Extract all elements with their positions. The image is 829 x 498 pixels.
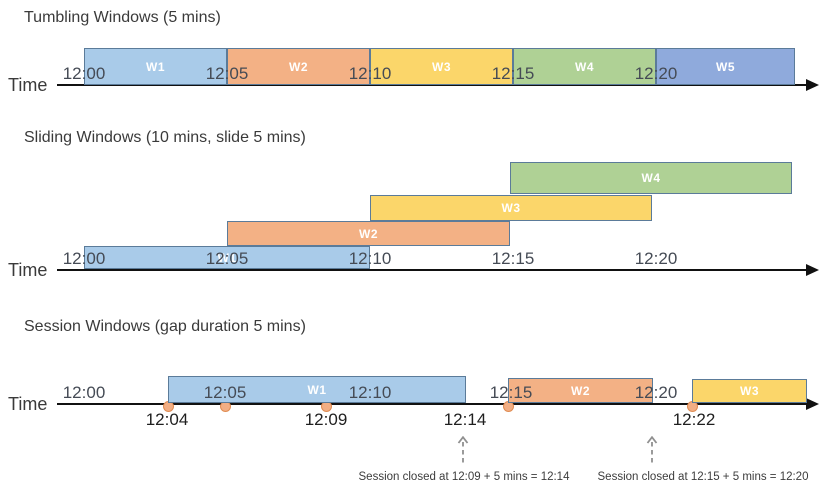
- session-tick-label: 12:05: [203, 383, 247, 402]
- session-window-label-w3: W3: [740, 384, 759, 398]
- session-tick-label: 12:20: [634, 383, 678, 402]
- session-window-w1: W1: [168, 376, 466, 403]
- sliding-window-label-w2: W2: [359, 226, 378, 241]
- session-tick-label: 12:00: [62, 383, 106, 402]
- sliding-window-label-w3: W3: [501, 201, 521, 215]
- tumbling-window-label-w3: W3: [432, 59, 451, 74]
- tumbling-window-label-w2: W2: [289, 59, 308, 74]
- session-callout-text: Session closed at 12:09 + 5 mins = 12:14: [358, 471, 570, 483]
- tumbling-window-w5: W5: [656, 48, 795, 85]
- tumbling-tick-label: 12:20: [634, 64, 678, 83]
- session-tick-label: 12:15: [489, 383, 533, 402]
- tumbling-window-w2: W2: [227, 48, 370, 85]
- session-axis-arrow-icon: [806, 398, 819, 410]
- session-event-time-label: 12:22: [672, 410, 716, 429]
- sliding-title: Sliding Windows (10 mins, slide 5 mins): [24, 129, 306, 146]
- sliding-axis-arrow-icon: [806, 264, 819, 276]
- session-event-time-label: 12:14: [443, 410, 487, 429]
- sliding-tick-label: 12:00: [62, 249, 106, 268]
- session-callout-text: Session closed at 12:15 + 5 mins = 12:20: [597, 471, 809, 483]
- session-window-label-w2: W2: [571, 383, 590, 398]
- sliding-time-axis-label: Time: [8, 260, 48, 280]
- session-callout-arrow-icon: [646, 435, 658, 463]
- session-callout-arrow-icon: [457, 435, 469, 463]
- sliding-tick-label: 12:05: [205, 249, 249, 268]
- tumbling-title: Tumbling Windows (5 mins): [24, 9, 221, 26]
- sliding-window-w2: W2: [227, 221, 510, 246]
- tumbling-window-w3: W3: [370, 48, 513, 85]
- tumbling-axis-line: [57, 84, 806, 86]
- session-window-w2: W2: [508, 378, 653, 403]
- sliding-window-w1: W1: [84, 246, 370, 269]
- session-event-time-label: 12:09: [304, 410, 348, 429]
- session-axis-line: [57, 403, 806, 405]
- tumbling-window-w4: W4: [513, 48, 656, 85]
- sliding-axis-line: [57, 269, 806, 271]
- tumbling-window-w1: W1: [84, 48, 227, 85]
- session-window-w3: W3: [692, 379, 807, 403]
- session-window-label-w1: W1: [307, 382, 327, 397]
- tumbling-tick-label: 12:05: [205, 64, 249, 83]
- tumbling-window-label-w1: W1: [146, 59, 165, 74]
- tumbling-window-label-w4: W4: [575, 59, 594, 74]
- sliding-window-w3: W3: [370, 195, 652, 221]
- sliding-tick-label: 12:15: [491, 249, 535, 268]
- sliding-tick-label: 12:10: [348, 249, 392, 268]
- tumbling-window-label-w5: W5: [716, 59, 735, 74]
- session-time-axis-label: Time: [8, 394, 48, 414]
- tumbling-axis-arrow-icon: [806, 79, 819, 91]
- session-title: Session Windows (gap duration 5 mins): [24, 318, 306, 335]
- sliding-window-w4: W4: [510, 162, 792, 194]
- tumbling-tick-label: 12:00: [62, 64, 106, 83]
- sliding-window-label-w4: W4: [641, 171, 661, 185]
- sliding-window-label-w1: W1: [217, 250, 237, 265]
- session-event-time-label: 12:04: [145, 410, 189, 429]
- tumbling-time-axis-label: Time: [8, 75, 48, 95]
- tumbling-tick-label: 12:15: [491, 64, 535, 83]
- sliding-tick-label: 12:20: [634, 249, 678, 268]
- session-tick-label: 12:10: [348, 383, 392, 402]
- tumbling-tick-label: 12:10: [348, 64, 392, 83]
